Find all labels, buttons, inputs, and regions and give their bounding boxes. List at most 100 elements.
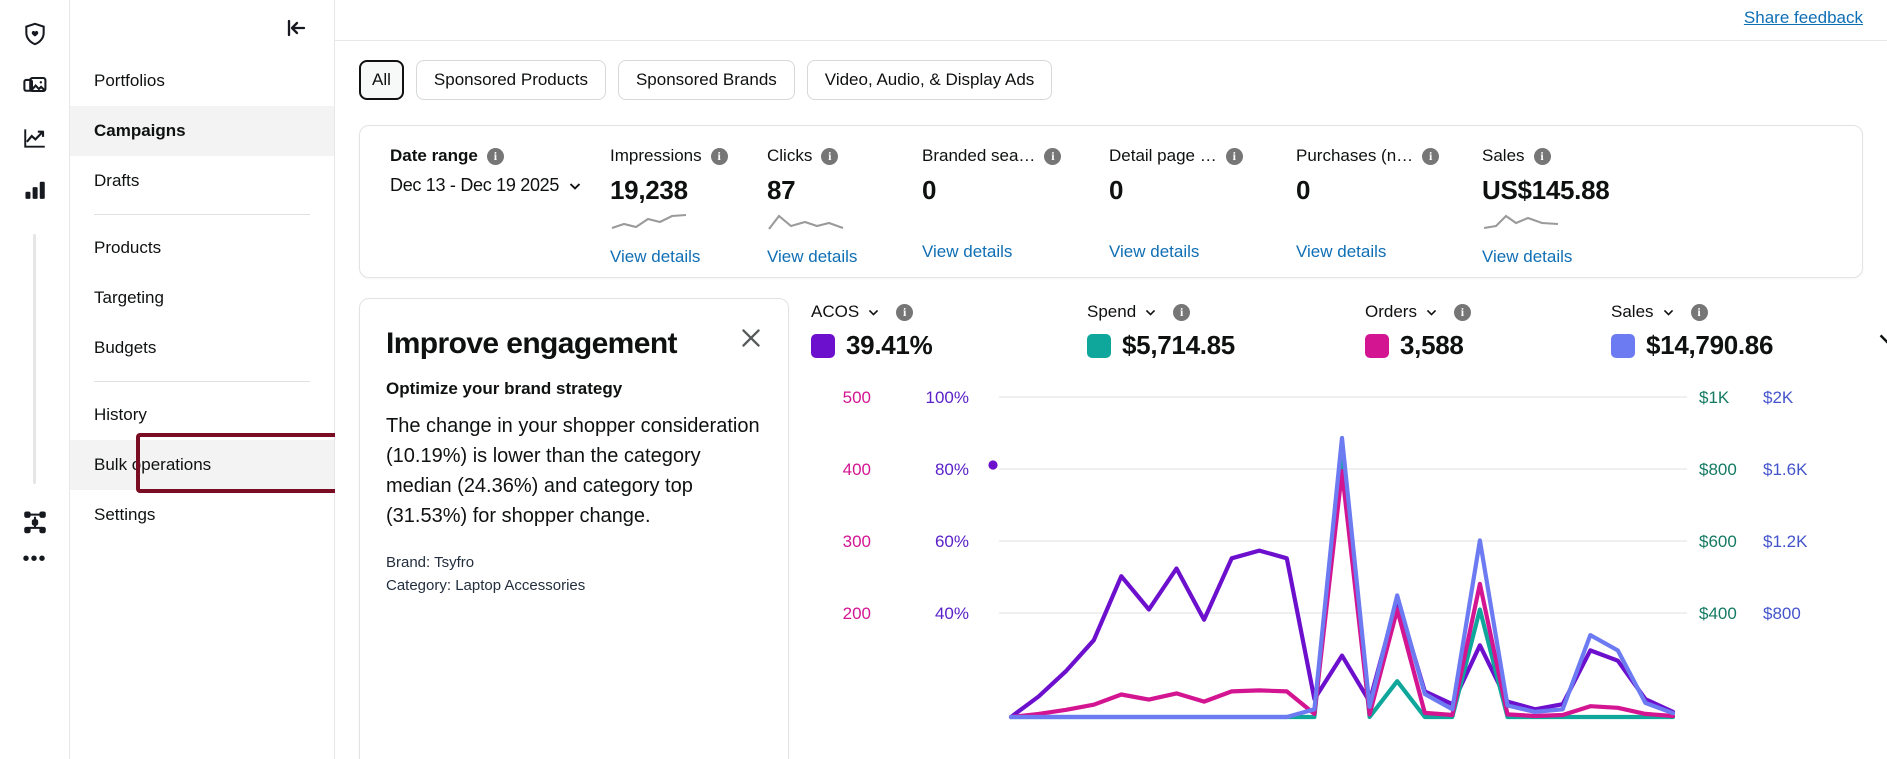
tab-label: All xyxy=(372,70,391,89)
chart-collapse-toggle[interactable] xyxy=(1877,328,1887,355)
ad-type-filter-tabs: All Sponsored Products Sponsored Brands … xyxy=(335,41,1887,119)
bar-chart-icon[interactable] xyxy=(13,164,57,216)
sidebar-item-label: Budgets xyxy=(94,338,157,357)
legend-head[interactable]: ACOS i xyxy=(811,302,1041,322)
legend-value-row: $5,714.85 xyxy=(1087,330,1319,361)
chevron-down-icon[interactable] xyxy=(1662,306,1675,319)
nav-separator xyxy=(94,214,310,215)
metric-detail-page-views: Detail page … i 0 View details xyxy=(1109,146,1296,262)
insight-title: Improve engagement xyxy=(386,327,678,360)
sidebar-item-portfolios[interactable]: Portfolios xyxy=(70,56,334,106)
info-icon[interactable]: i xyxy=(896,303,914,321)
sidebar-item-bulk-operations[interactable]: Bulk operations xyxy=(70,440,334,490)
legend-head[interactable]: Sales i xyxy=(1611,302,1861,322)
view-details-link[interactable]: View details xyxy=(1109,242,1200,261)
legend-value-row: 39.41% xyxy=(811,330,1041,361)
axis-tick-label: $600 xyxy=(1699,532,1737,551)
axis-tick-label: 200 xyxy=(843,604,871,623)
info-icon[interactable]: i xyxy=(1422,147,1440,165)
sparkline xyxy=(611,213,687,229)
metric-value: US$145.88 xyxy=(1482,175,1610,205)
metric-purchases: Purchases (n… i 0 View details xyxy=(1296,146,1482,262)
legend-value-row: $14,790.86 xyxy=(1611,330,1861,361)
metric-label: Branded sea… xyxy=(922,146,1036,165)
date-range-value: Dec 13 - Dec 19 2025 xyxy=(390,175,560,195)
sidebar-item-label: History xyxy=(94,405,147,424)
axis-tick-label: 300 xyxy=(843,532,871,551)
tab-video-audio-display-ads[interactable]: Video, Audio, & Display Ads xyxy=(806,60,1053,100)
chevron-down-icon[interactable] xyxy=(867,306,880,319)
insight-subtitle: Optimize your brand strategy xyxy=(386,379,623,398)
chart-svg: 500 400 300 200 100% 80% 60% 40% $1K $800 $600 $400… xyxy=(843,388,1808,720)
chevron-down-icon[interactable] xyxy=(1144,306,1157,319)
info-icon[interactable]: i xyxy=(486,147,504,165)
legend-acos: ACOS i 39.41% xyxy=(811,302,1041,361)
header-divider xyxy=(335,40,1887,41)
main-content: Share feedback All Sponsored Products Sp… xyxy=(335,0,1887,759)
legend-metric-name: Spend xyxy=(1087,302,1137,321)
sidebar-item-targeting[interactable]: Targeting xyxy=(70,273,334,323)
date-range-picker[interactable]: Date range i Dec 13 - Dec 19 2025 xyxy=(360,146,610,196)
view-details-link[interactable]: View details xyxy=(922,242,1013,261)
sidebar-item-history[interactable]: History xyxy=(70,390,334,440)
performance-chart-panel: ACOS i 39.41% Spend i xyxy=(811,298,1887,759)
sidebar-item-budgets[interactable]: Budgets xyxy=(70,323,334,373)
date-range-value-row[interactable]: Dec 13 - Dec 19 2025 xyxy=(390,175,610,196)
collapse-left-icon[interactable] xyxy=(282,14,310,42)
insight-category: Category: Laptop Accessories xyxy=(386,577,586,594)
legend-color-swatch xyxy=(1087,333,1111,358)
date-range-head: Date range i xyxy=(390,146,610,166)
rail-divider xyxy=(33,234,36,484)
tab-label: Video, Audio, & Display Ads xyxy=(824,70,1035,89)
view-details-link[interactable]: View details xyxy=(1296,242,1387,261)
chevron-down-icon[interactable] xyxy=(1425,306,1438,319)
close-icon[interactable] xyxy=(738,325,764,351)
metric-value: 0 xyxy=(1296,175,1311,205)
info-icon[interactable]: i xyxy=(710,147,728,165)
tab-sponsored-brands[interactable]: Sponsored Brands xyxy=(617,60,795,100)
trend-up-icon[interactable] xyxy=(13,112,57,164)
sidebar-item-campaigns[interactable]: Campaigns xyxy=(70,106,334,156)
shield-heart-icon[interactable] xyxy=(13,8,57,60)
info-icon[interactable]: i xyxy=(1453,303,1471,321)
info-icon[interactable]: i xyxy=(1533,147,1551,165)
axis-tick-label: 60% xyxy=(935,532,969,551)
tab-all[interactable]: All xyxy=(359,60,404,100)
sidebar-item-label: Targeting xyxy=(94,288,164,307)
insight-card: Improve engagement Optimize your brand s… xyxy=(359,298,789,759)
legend-head[interactable]: Orders i xyxy=(1365,302,1565,322)
share-feedback-link[interactable]: Share feedback xyxy=(1743,8,1863,27)
view-details-link[interactable]: View details xyxy=(610,247,701,266)
legend-head[interactable]: Spend i xyxy=(1087,302,1319,322)
sidebar-item-settings[interactable]: Settings xyxy=(70,490,334,540)
legend-color-swatch xyxy=(811,333,835,358)
view-details-link[interactable]: View details xyxy=(1482,247,1573,266)
info-icon[interactable]: i xyxy=(821,147,839,165)
chevron-down-icon[interactable] xyxy=(567,178,583,194)
axis-tick-label: 80% xyxy=(935,460,969,479)
info-icon[interactable]: i xyxy=(1044,147,1062,165)
sidebar-item-products[interactable]: Products xyxy=(70,223,334,273)
info-icon[interactable]: i xyxy=(1690,303,1708,321)
legend-sales: Sales i $14,790.86 xyxy=(1611,302,1861,361)
metric-head: Purchases (n… i xyxy=(1296,146,1482,166)
chart-series-orders xyxy=(1008,469,1676,720)
sidebar-item-label: Products xyxy=(94,238,162,257)
tab-sponsored-products[interactable]: Sponsored Products xyxy=(415,60,606,100)
metric-sales: Sales i US$145.88 View details xyxy=(1482,146,1682,267)
legend-total: 3,588 xyxy=(1400,330,1464,360)
secondary-nav: Portfolios Campaigns Drafts Products Tar… xyxy=(70,0,394,759)
metric-head: Sales i xyxy=(1482,146,1682,166)
image-gallery-icon[interactable] xyxy=(13,60,57,112)
axis-tick-label: $1.6K xyxy=(1763,460,1808,479)
chart-plot-area[interactable]: 500 400 300 200 100% 80% 60% 40% $1K $800 $600 $400… xyxy=(811,387,1887,737)
sidebar-item-drafts[interactable]: Drafts xyxy=(70,156,334,206)
view-details-link[interactable]: View details xyxy=(767,247,858,266)
sidebar-item-label: Portfolios xyxy=(94,71,165,90)
info-icon[interactable]: i xyxy=(1225,147,1243,165)
node-share-icon[interactable] xyxy=(13,496,57,548)
metric-label: Impressions xyxy=(610,146,702,165)
icon-rail: ••• xyxy=(0,0,70,759)
info-icon[interactable]: i xyxy=(1173,303,1191,321)
rail-more-icon[interactable]: ••• xyxy=(22,548,47,570)
